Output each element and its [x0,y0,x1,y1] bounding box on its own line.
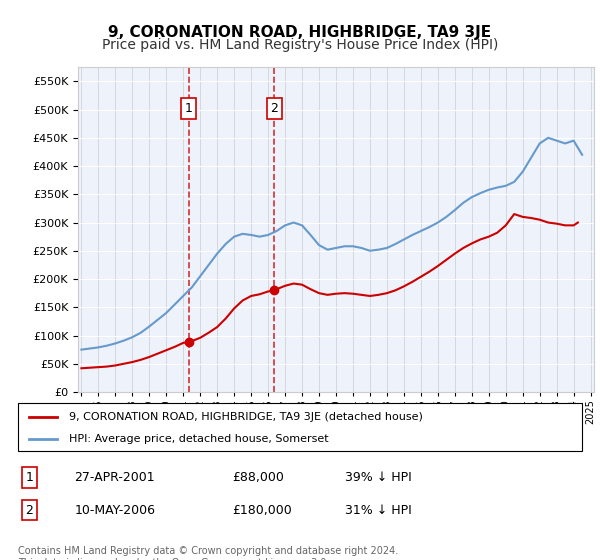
Text: 31% ↓ HPI: 31% ↓ HPI [345,503,412,517]
Text: 27-APR-2001: 27-APR-2001 [74,471,155,484]
Text: 2: 2 [25,503,33,517]
FancyBboxPatch shape [18,403,582,451]
Text: 1: 1 [25,471,33,484]
Text: 9, CORONATION ROAD, HIGHBRIDGE, TA9 3JE: 9, CORONATION ROAD, HIGHBRIDGE, TA9 3JE [109,25,491,40]
Text: 2: 2 [271,102,278,115]
Text: Contains HM Land Registry data © Crown copyright and database right 2024.
This d: Contains HM Land Registry data © Crown c… [18,546,398,560]
Text: 9, CORONATION ROAD, HIGHBRIDGE, TA9 3JE (detached house): 9, CORONATION ROAD, HIGHBRIDGE, TA9 3JE … [69,412,422,422]
Text: 10-MAY-2006: 10-MAY-2006 [74,503,155,517]
Text: £180,000: £180,000 [232,503,292,517]
Text: Price paid vs. HM Land Registry's House Price Index (HPI): Price paid vs. HM Land Registry's House … [102,38,498,52]
Text: 1: 1 [185,102,193,115]
Text: 39% ↓ HPI: 39% ↓ HPI [345,471,412,484]
Text: HPI: Average price, detached house, Somerset: HPI: Average price, detached house, Some… [69,434,328,444]
Text: £88,000: £88,000 [232,471,284,484]
